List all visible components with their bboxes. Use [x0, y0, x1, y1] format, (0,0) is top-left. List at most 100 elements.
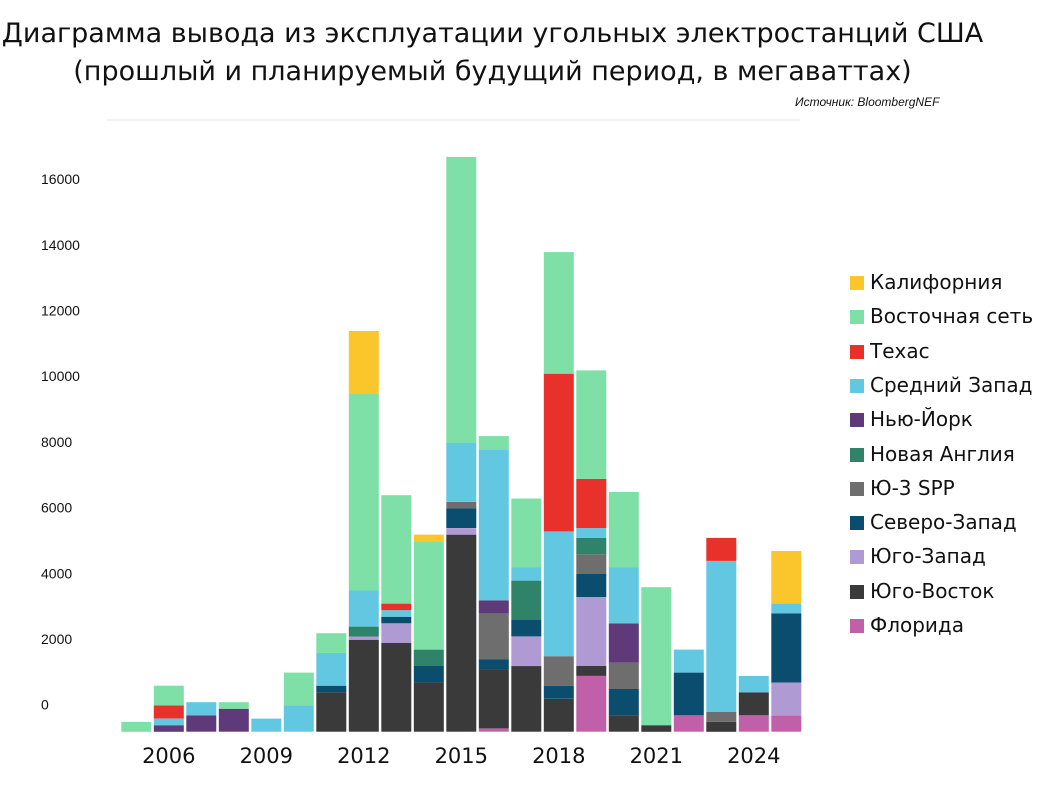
- bar-segment: [771, 682, 802, 716]
- bar-segment: [543, 531, 574, 657]
- bar-segment: [478, 436, 509, 450]
- bar-segment: [738, 715, 769, 732]
- bar-segment: [543, 373, 574, 532]
- x-tick-label: 2009: [240, 744, 293, 768]
- bar-segment: [218, 702, 249, 709]
- bar-segment: [316, 633, 347, 653]
- bar-segment: [771, 715, 802, 732]
- bar-segment: [673, 649, 704, 673]
- bar-segment: [608, 662, 639, 689]
- bar-segment: [186, 702, 217, 716]
- bar-segment: [511, 636, 542, 667]
- bar-segment: [478, 728, 509, 732]
- bar-segment: [641, 587, 672, 726]
- legend-label: Новая Англия: [870, 441, 1015, 466]
- bar-segment: [413, 534, 444, 542]
- legend-swatch: [850, 516, 864, 531]
- bar-segment: [576, 666, 607, 676]
- bar-segment: [608, 623, 639, 663]
- bar-segment: [543, 698, 574, 732]
- bar-segment: [576, 574, 607, 597]
- bar-segment: [348, 636, 379, 640]
- x-tick-label: 2012: [337, 744, 390, 768]
- bar-segment: [283, 672, 314, 706]
- legend-swatch: [850, 619, 864, 633]
- bar-segment: [316, 652, 347, 686]
- bar-segment: [316, 692, 347, 732]
- bar-segment: [771, 603, 802, 614]
- bar-segment: [738, 675, 769, 693]
- y-tick-label: 2000: [41, 631, 72, 647]
- bar-segment: [576, 478, 607, 529]
- legend-label: Флорида: [870, 613, 965, 637]
- legend-label: Восточная сеть: [870, 304, 1034, 329]
- bar-segment: [576, 554, 607, 574]
- bar-segment: [576, 597, 607, 666]
- x-tick-label: 2015: [435, 744, 488, 768]
- bar-segment: [511, 567, 542, 581]
- bar-segment: [348, 590, 379, 627]
- x-tick-label: 2018: [532, 744, 585, 768]
- bar-segment: [251, 718, 282, 732]
- x-tick-label: 2024: [727, 744, 780, 768]
- bar-segment: [446, 528, 477, 535]
- bar-segment: [673, 715, 704, 732]
- bar-segment: [413, 649, 444, 666]
- bar-segment: [186, 715, 217, 732]
- legend-swatch: [850, 344, 864, 359]
- legend-label: Техас: [870, 338, 930, 363]
- bar-segment: [511, 498, 542, 568]
- bar-segment: [478, 449, 509, 601]
- bar-segment: [673, 672, 704, 716]
- bar-segment: [381, 603, 412, 611]
- y-tick-label: 14000: [41, 237, 80, 253]
- y-tick-label: 10000: [41, 368, 80, 384]
- x-tick-label: 2021: [630, 744, 683, 768]
- legend-label: Нью-Йорк: [870, 407, 973, 432]
- legend-label: Ю-3 SPP: [870, 475, 955, 500]
- bar-segment: [413, 541, 444, 650]
- bar-segment: [706, 560, 737, 712]
- bar-segment: [478, 669, 509, 729]
- bar-segment: [446, 534, 477, 732]
- bar-segment: [511, 620, 542, 637]
- bar-segment: [348, 626, 379, 637]
- bar-segment: [413, 666, 444, 683]
- bar-segment: [381, 623, 412, 643]
- bar-segment: [543, 685, 574, 699]
- legend-swatch: [850, 276, 864, 290]
- chart-source: Источник: BloombergNEF: [795, 95, 940, 109]
- bar-segment: [413, 682, 444, 732]
- legend-swatch: [850, 584, 864, 599]
- bar-segment: [348, 639, 379, 732]
- bar-segment: [381, 643, 412, 732]
- bar-segment: [446, 508, 477, 528]
- bar-segment: [153, 685, 184, 706]
- bar-segment: [381, 610, 412, 617]
- bar-segment: [381, 495, 412, 604]
- bar-area: [121, 156, 802, 732]
- bar-segment: [706, 712, 737, 722]
- bar-segment: [316, 685, 347, 693]
- bar-segment: [153, 725, 184, 732]
- bar-segment: [706, 537, 737, 561]
- bar-segment: [576, 675, 607, 732]
- bar-segment: [641, 725, 672, 732]
- bar-segment: [478, 600, 509, 614]
- legend-label: Калифорния: [870, 270, 1003, 294]
- y-tick-label: 12000: [41, 303, 80, 319]
- bar-segment: [608, 567, 639, 624]
- legend-label: Юго-Запад: [870, 544, 986, 569]
- bar-segment: [771, 551, 802, 604]
- legend-swatch: [850, 481, 864, 496]
- legend-label: Средний Запад: [870, 372, 1033, 397]
- bar-segment: [446, 442, 477, 502]
- legend-swatch: [850, 550, 864, 565]
- bar-segment: [153, 705, 184, 719]
- legend-swatch: [850, 378, 864, 393]
- bar-segment: [283, 705, 314, 732]
- bar-segment: [576, 537, 607, 555]
- bar-segment: [381, 616, 412, 624]
- bar-segment: [576, 528, 607, 538]
